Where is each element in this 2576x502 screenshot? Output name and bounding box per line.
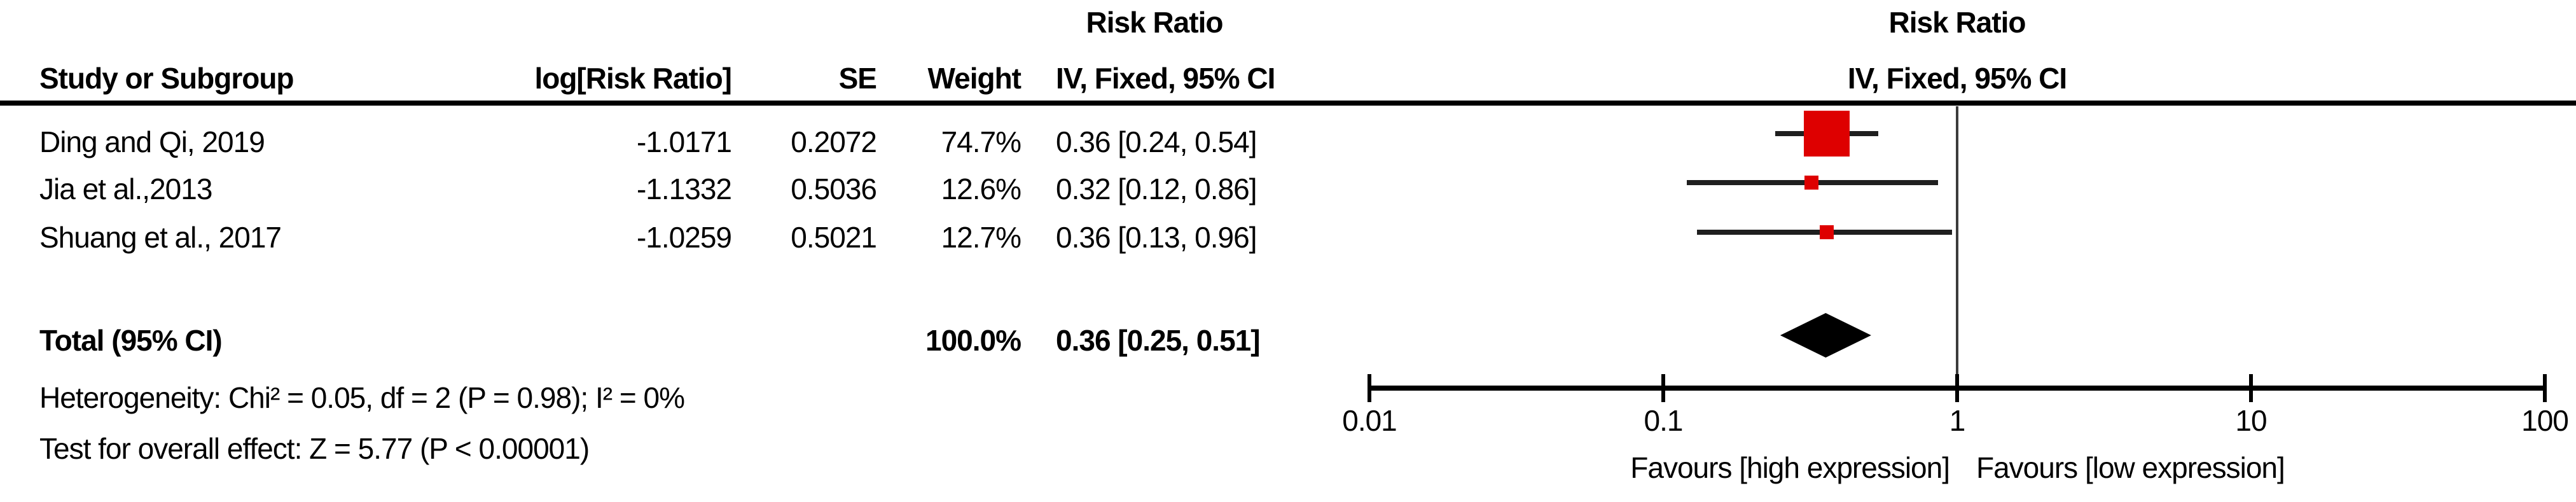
header-divider-rule: [0, 101, 2576, 106]
ci-text: 0.32 [0.12, 0.86]: [1056, 172, 1257, 206]
ci-text: 0.36 [0.13, 0.96]: [1056, 221, 1257, 254]
se-value: 0.2072: [791, 125, 877, 158]
x-axis-tick-label: 10: [2235, 404, 2267, 437]
total-ci-text: 0.36 [0.25, 0.51]: [1056, 324, 1261, 357]
x-axis-tick: [1955, 374, 1959, 402]
total-weight: 100.0%: [925, 324, 1021, 357]
se-value: 0.5021: [791, 221, 877, 254]
effect-square-marker: [1804, 111, 1850, 157]
x-axis-tick-label: 1: [1949, 404, 1966, 437]
weight-value: 12.7%: [941, 221, 1021, 254]
null-effect-line: [1956, 106, 1958, 391]
log-rr-value: -1.0259: [636, 221, 732, 254]
x-axis-tick: [2543, 374, 2547, 402]
ci-text: 0.36 [0.24, 0.54]: [1056, 125, 1257, 158]
se-value: 0.5036: [791, 172, 877, 206]
total-label: Total (95% CI): [39, 324, 223, 357]
col-header-se: SE: [838, 62, 877, 95]
x-axis-tick-label: 0.01: [1342, 404, 1397, 437]
graph-effect-title: Risk Ratio: [1888, 6, 2026, 39]
x-axis-tick-label: 100: [2521, 404, 2569, 437]
effect-square-marker: [1804, 176, 1819, 190]
x-axis-tick-label: 0.1: [1644, 404, 1684, 437]
x-axis-tick: [2249, 374, 2253, 402]
col-header-ci: IV, Fixed, 95% CI: [1056, 62, 1275, 95]
weight-value: 74.7%: [941, 125, 1021, 158]
graph-method-subtitle: IV, Fixed, 95% CI: [1847, 62, 2067, 95]
col-header-weight: Weight: [927, 62, 1021, 95]
log-rr-value: -1.1332: [636, 172, 732, 206]
heterogeneity-stats: Heterogeneity: Chi² = 0.05, df = 2 (P = …: [39, 381, 685, 414]
overall-effect-test: Test for overall effect: Z = 5.77 (P < 0…: [39, 432, 590, 465]
log-rr-value: -1.0171: [636, 125, 732, 158]
study-name: Shuang et al., 2017: [39, 221, 282, 254]
study-name: Ding and Qi, 2019: [39, 125, 265, 158]
effect-square-marker: [1820, 225, 1834, 239]
x-axis-tick: [1368, 374, 1371, 402]
col-header-log-risk-ratio: log[Risk Ratio]: [534, 62, 732, 95]
weight-value: 12.6%: [941, 172, 1021, 206]
pooled-effect-diamond: [1780, 313, 1871, 358]
favours-right-label: Favours [low expression]: [1976, 451, 2285, 484]
effect-title-left: Risk Ratio: [1086, 6, 1224, 39]
study-name: Jia et al.,2013: [39, 172, 212, 206]
col-header-study: Study or Subgroup: [39, 62, 294, 95]
favours-left-label: Favours [high expression]: [1630, 451, 1950, 484]
x-axis-tick: [1661, 374, 1665, 402]
